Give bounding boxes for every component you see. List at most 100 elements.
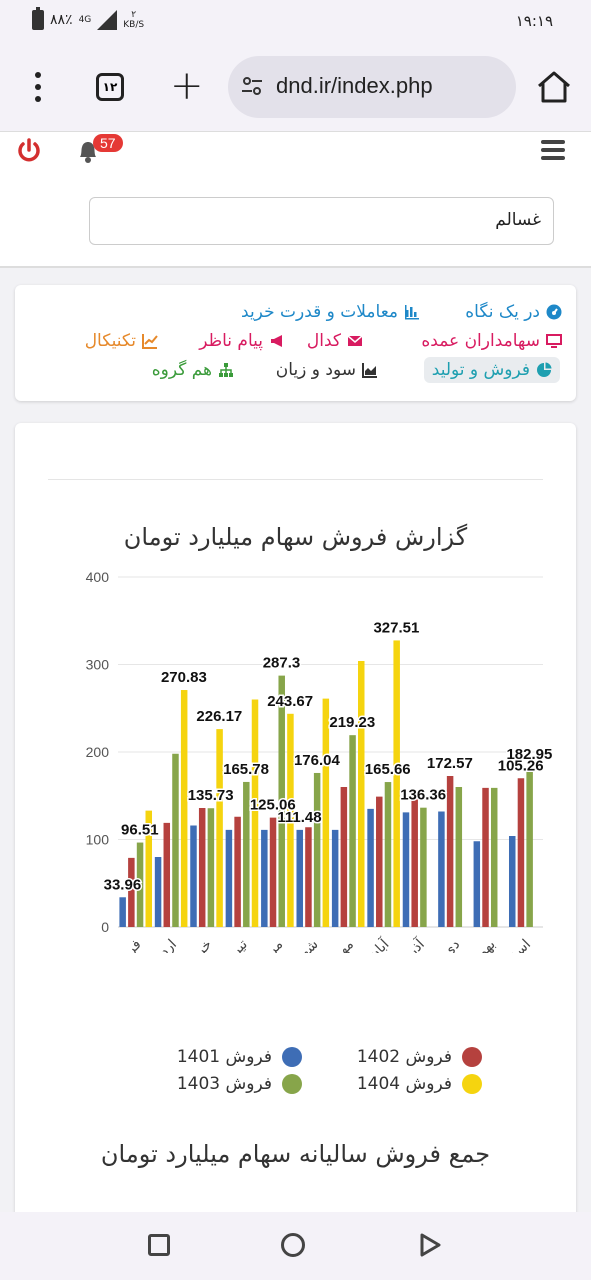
nav-major-holders[interactable]: سهامداران عمده [421, 331, 562, 351]
legend-item-1401[interactable]: فروش 1401 [177, 1047, 302, 1067]
bar [163, 822, 171, 927]
address-bar[interactable]: dnd.ir/index.php [228, 56, 516, 118]
nav-label: هم گروه [151, 360, 212, 380]
y-tick-label: 300 [86, 657, 110, 673]
data-label: 226.17 [196, 708, 242, 725]
bar [234, 816, 241, 927]
bar [136, 842, 144, 927]
notification-badge: 57 [93, 134, 123, 152]
line-chart-icon [142, 334, 158, 349]
bar [145, 810, 153, 927]
legend-label: فروش 1404 [356, 1074, 452, 1094]
data-label: 219.23 [329, 714, 375, 731]
x-tick-label: اسفند [499, 937, 535, 953]
hamburger-menu-icon[interactable] [541, 140, 565, 160]
menu-icon[interactable] [30, 72, 46, 102]
sales-chart-card: گزارش فروش سهام میلیارد تومان 0 100 200 300… [15, 423, 576, 1212]
y-tick-label: 0 [101, 919, 109, 935]
bar [402, 812, 410, 927]
search-input[interactable]: غسالم [89, 197, 554, 245]
bar [438, 811, 445, 927]
bar [393, 640, 400, 927]
x-tick-label: مهر [330, 937, 357, 953]
x-tick-label: تیر [228, 936, 251, 953]
nav-peer-group[interactable]: هم گروه [152, 360, 234, 380]
nav-supervisor-msg[interactable]: پیام ناظر [199, 331, 285, 351]
data-label: 270.83 [161, 669, 207, 686]
bar [349, 735, 356, 927]
divider [48, 479, 543, 480]
data-label: 243.67 [267, 693, 313, 710]
bell-icon[interactable] [76, 138, 100, 164]
battery-level: ۸۸٪ [50, 12, 73, 28]
bar [207, 808, 215, 927]
legend-label: فروش 1403 [176, 1074, 272, 1094]
status-time: ۱۹:۱۹ [515, 12, 553, 30]
bar [322, 698, 330, 927]
section-nav: در یک نگاه معاملات و قدرت خرید سهامداران… [15, 285, 576, 401]
y-tick-label: 100 [86, 832, 110, 848]
bar [180, 690, 188, 927]
nav-overview[interactable]: در یک نگاه [465, 302, 562, 322]
bar [128, 857, 135, 927]
data-label: 165.66 [365, 761, 411, 778]
bar [313, 772, 321, 927]
bar [517, 778, 525, 927]
legend-item-1403[interactable]: فروش 1403 [177, 1074, 302, 1094]
nav-profit-loss[interactable]: سود و زیان [276, 360, 378, 380]
home-button[interactable] [281, 1233, 305, 1257]
megaphone-icon [271, 335, 282, 347]
legend-item-1404[interactable]: فروش 1404 [357, 1074, 482, 1094]
back-button[interactable] [418, 1232, 442, 1258]
home-icon[interactable] [536, 70, 572, 104]
nav-sales[interactable]: فروش و تولید [423, 357, 560, 383]
data-label: 182.95 [506, 746, 552, 763]
bar [261, 829, 268, 927]
bar [384, 782, 392, 927]
bar [269, 817, 277, 927]
bar [278, 675, 285, 927]
legend-item-1402[interactable]: فروش 1402 [357, 1047, 482, 1067]
nav-label: تکنیکال [84, 331, 136, 351]
site-settings-icon[interactable] [240, 74, 264, 98]
bar [305, 827, 312, 927]
x-tick-label: خرداد [181, 937, 215, 953]
bar [376, 796, 383, 927]
bar [154, 857, 162, 927]
nav-label: سود و زیان [275, 360, 356, 380]
envelope-icon [347, 335, 363, 346]
data-label: 165.78 [223, 761, 269, 778]
bar [216, 729, 223, 927]
bar [172, 753, 179, 927]
chart-title: گزارش فروش سهام میلیارد تومان [123, 523, 468, 551]
battery-icon [32, 7, 44, 30]
url-text[interactable]: dnd.ir/index.php [276, 73, 433, 98]
bar [190, 825, 197, 927]
nav-label: در یک نگاه [465, 302, 540, 322]
data-label: 136.36 [400, 787, 446, 804]
signal-icon [97, 10, 118, 30]
desktop-icon [546, 334, 562, 348]
bar [420, 807, 427, 927]
x-tick-label: دي [440, 937, 463, 953]
legend-label: فروش 1402 [356, 1047, 452, 1067]
recents-button[interactable] [148, 1234, 170, 1256]
tabs-button[interactable]: ۱۲ [96, 73, 124, 101]
new-tab-icon[interactable]: + [170, 63, 204, 109]
data-label: 135.73 [188, 787, 234, 804]
legend-dot [462, 1074, 482, 1094]
x-tick-label: بهمن [467, 937, 499, 953]
nav-trades[interactable]: معاملات و قدرت خرید [241, 302, 420, 322]
speed-unit: KB/S [123, 20, 145, 30]
data-label: 172.57 [427, 755, 473, 772]
y-tick-label: 400 [86, 569, 110, 585]
x-tick-label: آذر [403, 935, 428, 953]
area-chart-icon [362, 363, 377, 378]
sitemap-icon [219, 363, 233, 377]
nav-technical[interactable]: تکنیکال [85, 331, 158, 351]
system-nav-bar [0, 1212, 591, 1280]
bar [331, 829, 339, 927]
power-icon[interactable] [16, 138, 42, 164]
data-label: 33.96 [104, 876, 142, 893]
nav-kodal[interactable]: کدال [307, 331, 363, 351]
